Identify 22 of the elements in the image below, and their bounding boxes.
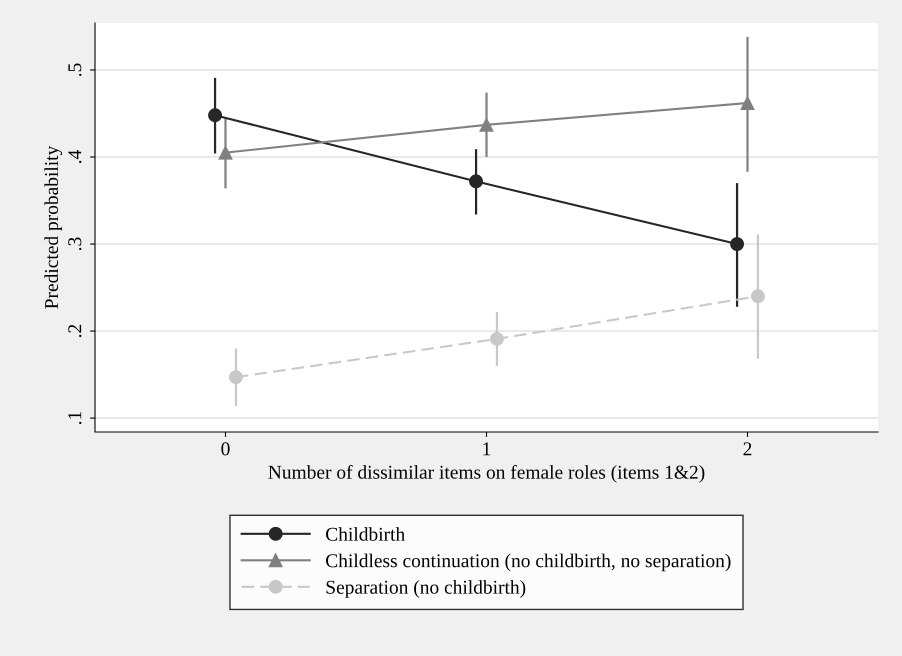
point [228,370,243,384]
y-tick-label: .4 [68,150,82,164]
y-axis-title: Predicted probability [44,146,62,309]
y-tick-label: .3 [68,238,82,250]
legend-label: Separation (no childbirth) [326,580,526,598]
y-tick-label: .2 [68,324,82,338]
legend-label: Childless continuation (no childbirth, no separation) [326,554,730,572]
legend-label: Childbirth [326,527,405,541]
point [469,174,484,188]
point [218,146,232,160]
point [208,108,222,122]
point [490,332,504,346]
y-tick-label: .5 [68,63,82,76]
x-tick-label: 2 [743,442,752,456]
x-axis-title: Number of dissimilar items on female roles (items 1&2) [268,464,704,483]
point [480,118,494,132]
point [730,237,744,251]
y-tick-label: .1 [68,412,82,424]
point [740,96,754,110]
point [750,289,765,304]
x-tick-label: 1 [483,442,490,456]
x-tick-label: 0 [221,442,230,456]
